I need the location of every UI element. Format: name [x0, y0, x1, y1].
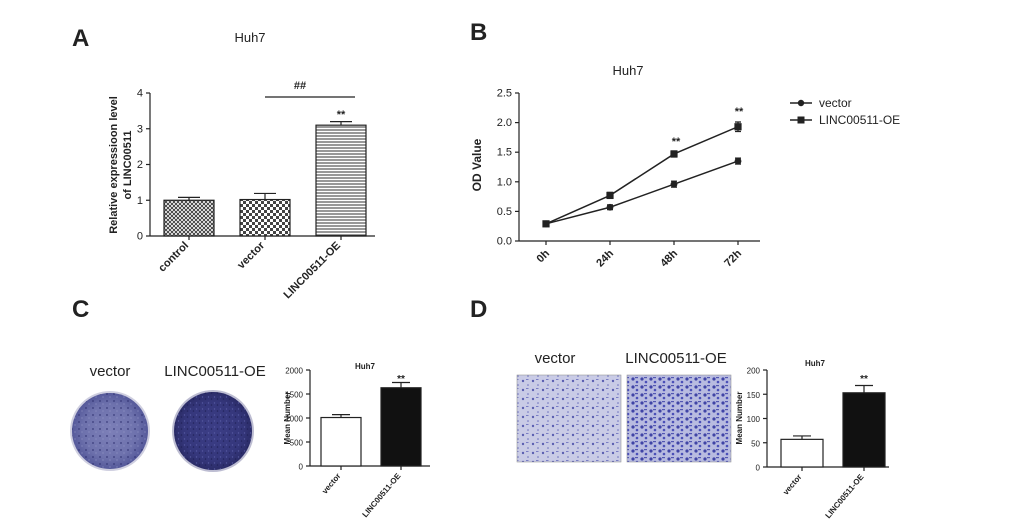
panel-b-xticks: 0h 24h 48h 72h	[535, 241, 744, 270]
legend-vector-marker	[797, 99, 805, 107]
panel-b-point-oe	[542, 220, 550, 228]
panel-b-ylabel: OD Value	[470, 138, 484, 191]
panel-d-photo-label-vector: vector	[535, 350, 576, 367]
panel-c-ytick-label: 1000	[285, 415, 303, 424]
panel-d-ytick-label: 200	[747, 367, 761, 376]
panel-d-bar-1	[842, 392, 886, 468]
panel-label-c: C	[72, 296, 89, 323]
panel-d-xtick-label: LINC00511-OE	[823, 472, 865, 520]
panel-b-ytick-label: 2.0	[497, 117, 512, 129]
panel-a-bars	[163, 120, 367, 237]
panel-c-xticks: vector LINC00511-OE	[320, 466, 403, 519]
panel-d-ytick-label: 150	[747, 391, 761, 400]
panel-b-lines	[542, 121, 742, 228]
panel-d: vector LINC00511-OE Huh7 Mean Number 0 50…	[516, 350, 889, 520]
panel-b-xtick-label: 48h	[658, 247, 680, 269]
panel-a-ytick-label: 3	[137, 123, 143, 135]
panel-label-b: B	[470, 19, 487, 46]
panel-c-xtick-label: LINC00511-OE	[360, 471, 402, 519]
panel-d-ytick-label: 100	[747, 415, 761, 424]
panel-d-ylabel: Mean Number	[735, 392, 744, 445]
panel-b-title: Huh7	[612, 63, 643, 78]
panel-d-bars	[780, 384, 886, 468]
legend-oe-label: LINC00511-OE	[819, 113, 900, 127]
panel-b-point-vector	[670, 180, 678, 188]
panel-c-photo-label-oe: LINC00511-OE	[164, 363, 265, 380]
panel-b-point-vector	[734, 157, 742, 165]
panel-b-chart: Huh7 OD Value 0.0 0.5 1.0 1.5 2.0 2.5 0h 24h 48…	[470, 63, 900, 270]
panel-c-bars	[320, 381, 422, 467]
panel-b-star-48h: **	[672, 136, 681, 148]
panel-a-ytick-label: 0	[137, 231, 143, 243]
transwell-image-vector	[516, 374, 622, 463]
panel-a-star-annotation: **	[337, 109, 346, 121]
panel-a-ylabel-line2: of LINC00511	[122, 130, 134, 199]
panel-d-xticks: vector LINC00511-OE	[781, 467, 866, 520]
panel-b-point-oe	[670, 150, 678, 158]
panel-a-bar-0	[163, 199, 215, 237]
panel-d-xtick-label: vector	[781, 473, 803, 497]
panel-b-xtick-label: 24h	[594, 247, 616, 269]
panel-c-star-annotation: **	[397, 374, 405, 385]
transwell-image-oe	[626, 374, 732, 463]
panel-b-ytick-label: 1.0	[497, 176, 512, 188]
panel-d-title: Huh7	[805, 359, 826, 368]
panel-a-ylabel-line1: Relative expressioon level	[108, 96, 120, 234]
panel-a-ytick-label: 2	[137, 159, 143, 171]
panel-b-legend: vector LINC00511-OE	[790, 96, 900, 127]
panel-b-xtick-label: 72h	[722, 247, 744, 269]
panel-c-ytick-label: 1500	[285, 391, 303, 400]
panel-c-ytick-label: 2000	[285, 367, 303, 376]
panel-b-series-line-0	[545, 160, 739, 225]
panel-a-title: Huh7	[234, 30, 265, 45]
panel-d-ytick-label: 50	[751, 439, 760, 448]
panel-label-d: D	[470, 296, 487, 323]
panel-b-ytick-label: 1.5	[497, 147, 512, 159]
panel-a-ytick-label: 4	[137, 88, 143, 100]
panel-d-ytick-label: 0	[756, 464, 761, 473]
panel-a-xtick-label: LINC00511-OE	[281, 240, 343, 302]
panel-d-bar-0	[780, 438, 824, 468]
panel-a-chart: Huh7 Relative expressioon level of LINC0…	[108, 30, 375, 301]
panel-d-photo-label-oe: LINC00511-OE	[625, 350, 726, 367]
panel-b-ytick-label: 2.5	[497, 88, 512, 100]
panel-b-star-72h: **	[735, 106, 744, 118]
panel-label-a: A	[72, 25, 89, 52]
panel-c-photo-label-vector: vector	[90, 363, 131, 380]
panel-c: vector LINC00511-OE Huh7 Mean Number 0 50…	[70, 362, 430, 519]
panel-b-ytick-label: 0.5	[497, 206, 512, 218]
panel-a-ytick-label: 1	[137, 195, 143, 207]
panel-a-bar-2	[315, 124, 367, 237]
legend-vector-label: vector	[819, 96, 852, 110]
panel-c-ytick-label: 500	[290, 439, 304, 448]
panel-c-ytick-label: 0	[299, 463, 304, 472]
panel-c-bar-1	[380, 387, 422, 467]
panel-a-bar-1	[239, 198, 291, 237]
panel-b-axes: 0.0 0.5 1.0 1.5 2.0 2.5	[497, 88, 760, 248]
panel-a-hash-annotation: ##	[294, 80, 306, 92]
legend-oe-marker	[797, 116, 805, 124]
panel-c-title: Huh7	[355, 362, 376, 371]
panel-b-point-oe	[734, 123, 742, 131]
panel-b-series-line-1	[545, 126, 739, 225]
panel-c-bar-0	[320, 416, 362, 467]
panel-c-xtick-label: vector	[320, 472, 342, 496]
panel-b-xtick-label: 0h	[535, 247, 553, 265]
colony-dish-vector	[70, 391, 150, 471]
panel-b-point-oe	[606, 191, 614, 200]
panel-a-xticks: control vector LINC00511-OE	[156, 236, 343, 301]
panel-b-ytick-label: 0.0	[497, 236, 512, 248]
panel-a-xtick-label: vector	[235, 239, 267, 271]
panel-d-star-annotation: **	[860, 374, 868, 385]
colony-dish-oe	[172, 390, 254, 472]
panel-a-xtick-label: control	[156, 240, 191, 275]
panel-b-point-vector	[606, 203, 614, 211]
panel-c-ylabel: Mean Number	[283, 392, 292, 445]
